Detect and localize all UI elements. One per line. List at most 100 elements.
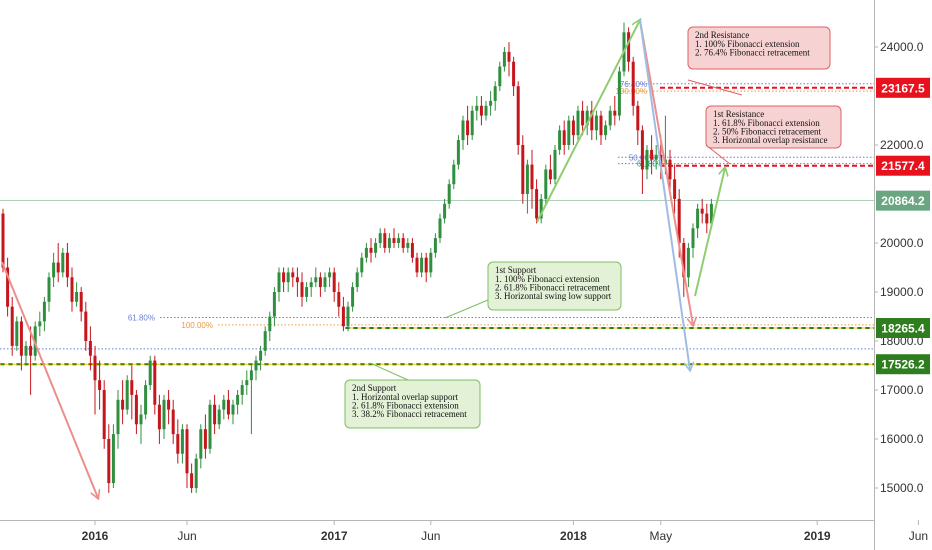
support-price-tag: 17526.2 xyxy=(876,354,930,375)
note-title: 2nd Support xyxy=(352,383,397,393)
candle xyxy=(420,252,424,278)
candle-body xyxy=(429,252,433,273)
candle-body xyxy=(691,228,695,248)
candle-body xyxy=(590,110,594,131)
price-tag-box xyxy=(876,354,930,375)
candle-body xyxy=(654,154,658,160)
candle xyxy=(567,115,571,150)
note-line: 2. 76.4% Fibonacci retracement xyxy=(695,48,810,58)
candle-body xyxy=(245,380,249,386)
candle-body xyxy=(24,345,28,356)
candle-body xyxy=(134,394,138,425)
candle xyxy=(19,316,23,371)
candle-body xyxy=(364,247,368,258)
candle-body xyxy=(180,429,184,454)
price-tag-label: 17526.2 xyxy=(881,358,925,372)
candle xyxy=(328,267,332,288)
candle xyxy=(438,213,442,243)
candle-body xyxy=(585,110,589,126)
candle xyxy=(604,120,608,141)
candle-body xyxy=(199,429,203,459)
candle-body xyxy=(102,390,106,439)
candle-body xyxy=(558,130,562,150)
candle xyxy=(286,267,290,292)
note-line: 3. Horizontal swing low support xyxy=(495,291,612,301)
candle xyxy=(70,267,74,312)
candle xyxy=(374,238,378,258)
candle xyxy=(401,233,405,253)
candle-body xyxy=(249,370,253,381)
candle xyxy=(194,453,198,493)
projection-arrow xyxy=(536,20,640,223)
candle xyxy=(42,296,46,332)
candle xyxy=(696,203,700,239)
candle xyxy=(65,243,69,288)
candle-body xyxy=(259,350,263,361)
candle xyxy=(337,282,341,317)
fib-label: 100.00% xyxy=(181,321,213,330)
candle-body xyxy=(415,257,419,273)
candle-body xyxy=(254,360,258,371)
candle-body xyxy=(594,115,598,131)
candle-body xyxy=(479,105,483,116)
candle-body xyxy=(475,105,479,111)
candle-body xyxy=(213,404,217,425)
candle xyxy=(167,390,171,425)
note-line: 2. 61.8% Fibonacci retracement xyxy=(495,283,610,293)
candle xyxy=(162,394,166,439)
candle xyxy=(654,145,658,170)
x-tick-label: Jun xyxy=(909,529,928,543)
candle xyxy=(240,380,244,405)
candle-body xyxy=(387,238,391,248)
note-line: 1. Horizontal overlap support xyxy=(352,392,458,402)
fib-label: 100.00% xyxy=(615,87,647,96)
candle xyxy=(341,296,345,332)
candle-body xyxy=(576,110,580,136)
candle xyxy=(576,105,580,141)
candle xyxy=(56,243,60,283)
candle xyxy=(24,341,28,366)
candle-body xyxy=(401,238,405,248)
candle xyxy=(406,238,410,253)
candle-body xyxy=(190,473,194,488)
candle xyxy=(397,233,401,248)
candle-body xyxy=(447,184,451,204)
candle xyxy=(360,252,364,278)
candle xyxy=(98,360,102,410)
candle-body xyxy=(369,247,373,253)
candle-body xyxy=(456,140,460,165)
candle-body xyxy=(613,110,617,116)
price-tag-box xyxy=(876,317,930,338)
candle-body xyxy=(539,198,543,219)
candle xyxy=(79,287,83,322)
candle xyxy=(613,96,617,126)
candle xyxy=(553,145,557,185)
candle-body xyxy=(484,105,488,116)
note-box xyxy=(487,261,622,311)
candle-body xyxy=(636,105,640,131)
candle-body xyxy=(70,277,74,302)
candle xyxy=(176,419,180,464)
note-title: 2nd Resistance xyxy=(695,30,749,40)
candle-body xyxy=(130,380,134,395)
candle xyxy=(544,164,548,204)
candle-body xyxy=(640,130,644,170)
candle-body xyxy=(406,243,410,248)
candle xyxy=(585,105,589,136)
candle-body xyxy=(157,404,161,430)
x-tick-label: Jun xyxy=(177,529,196,543)
price-tag-label: 21577.4 xyxy=(881,159,925,173)
candle-body xyxy=(686,247,690,278)
candle xyxy=(6,257,10,317)
candle xyxy=(185,424,189,488)
candle-body xyxy=(314,277,318,283)
candle-body xyxy=(374,243,378,253)
candle-body xyxy=(291,272,295,278)
candle xyxy=(351,282,355,312)
candle-body xyxy=(268,316,272,332)
candle-body xyxy=(217,409,221,425)
candle-body xyxy=(673,179,677,199)
y-tick-label: 22000.0 xyxy=(880,138,924,152)
